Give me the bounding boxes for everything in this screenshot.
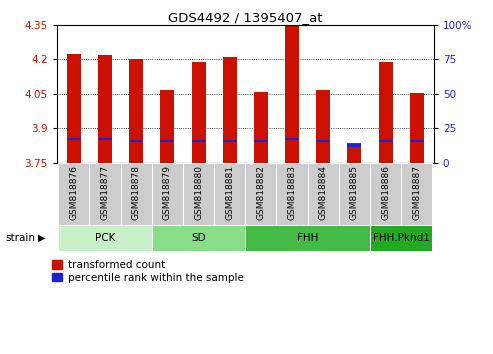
Bar: [67, 53, 81, 163]
Bar: [379, 62, 392, 163]
Text: SD: SD: [191, 233, 206, 243]
Text: GSM818877: GSM818877: [101, 165, 109, 220]
Bar: [98, 137, 112, 140]
Bar: [121, 163, 152, 225]
Bar: [183, 163, 214, 225]
Text: ▶: ▶: [38, 233, 46, 243]
Text: PCK: PCK: [95, 233, 115, 243]
Bar: [223, 57, 237, 163]
Bar: [58, 163, 89, 225]
Legend: transformed count, percentile rank within the sample: transformed count, percentile rank withi…: [52, 260, 244, 283]
Text: GSM818880: GSM818880: [194, 165, 203, 220]
Text: GSM818884: GSM818884: [318, 165, 328, 220]
Bar: [401, 163, 432, 225]
Text: GSM818886: GSM818886: [381, 165, 390, 220]
Bar: [254, 140, 268, 142]
Bar: [316, 140, 330, 142]
Bar: [370, 163, 401, 225]
Title: GDS4492 / 1395407_at: GDS4492 / 1395407_at: [168, 11, 322, 24]
Bar: [191, 62, 206, 163]
Text: GSM818882: GSM818882: [256, 165, 265, 220]
Bar: [348, 144, 361, 147]
Text: GSM818883: GSM818883: [287, 165, 296, 220]
Bar: [308, 163, 339, 225]
Bar: [223, 140, 237, 142]
Bar: [160, 140, 175, 142]
Bar: [410, 140, 423, 142]
Bar: [191, 140, 206, 142]
Text: GSM818876: GSM818876: [70, 165, 78, 220]
Bar: [67, 137, 81, 140]
Bar: [129, 140, 143, 142]
Text: GSM818879: GSM818879: [163, 165, 172, 220]
Bar: [160, 90, 175, 163]
Bar: [410, 93, 423, 163]
Bar: [214, 163, 245, 225]
Bar: [370, 225, 432, 251]
Text: GSM818878: GSM818878: [132, 165, 141, 220]
Bar: [245, 163, 277, 225]
Bar: [285, 137, 299, 140]
Text: strain: strain: [5, 233, 35, 243]
Bar: [316, 90, 330, 163]
Bar: [152, 225, 245, 251]
Text: FHH.Pkhd1: FHH.Pkhd1: [373, 233, 429, 243]
Bar: [285, 26, 299, 163]
Text: FHH: FHH: [297, 233, 318, 243]
Bar: [129, 59, 143, 163]
Bar: [254, 91, 268, 163]
Bar: [245, 225, 370, 251]
Bar: [58, 225, 152, 251]
Bar: [348, 143, 361, 163]
Bar: [98, 55, 112, 163]
Bar: [277, 163, 308, 225]
Text: GSM818881: GSM818881: [225, 165, 234, 220]
Text: GSM818887: GSM818887: [412, 165, 421, 220]
Bar: [89, 163, 121, 225]
Bar: [339, 163, 370, 225]
Bar: [379, 140, 392, 142]
Bar: [152, 163, 183, 225]
Text: GSM818885: GSM818885: [350, 165, 359, 220]
